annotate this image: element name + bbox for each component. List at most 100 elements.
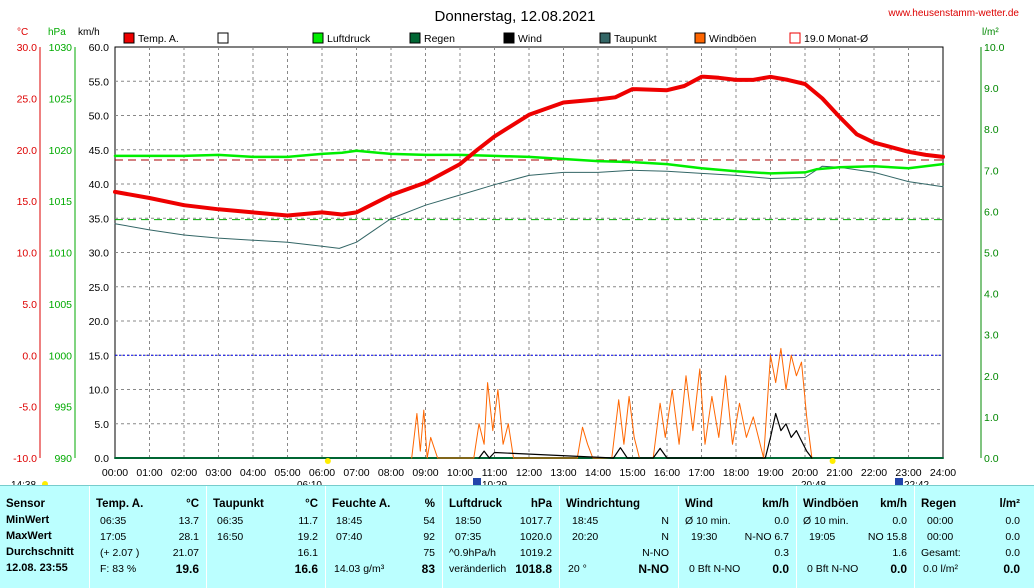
daylength-icon bbox=[42, 481, 48, 485]
dew-avg-value: 16.1 bbox=[297, 547, 318, 559]
dir-min-time: 18:45 bbox=[572, 515, 599, 527]
temp-avg-value: 21.07 bbox=[172, 547, 199, 559]
hum-min-time: 18:45 bbox=[336, 515, 363, 527]
y-tick-rain: 1.0 bbox=[984, 412, 999, 424]
wind-max-value: N-NO 6.7 bbox=[744, 531, 789, 543]
gust-max-time: 19:05 bbox=[809, 531, 836, 543]
legend-label: Temp. A. bbox=[138, 33, 179, 45]
row-label-column: Sensor MinWert MaxWert Durchschnitt 12.0… bbox=[0, 486, 88, 588]
legend-swatch bbox=[503, 32, 515, 44]
col-wind-direction: Windrichtung 18:45 N 20:20 N N-NO 20 ° N… bbox=[559, 486, 677, 588]
y-tick-wind: 60.0 bbox=[89, 42, 110, 54]
y-tick-rain: 9.0 bbox=[984, 83, 999, 95]
temp-max-time: 17:05 bbox=[100, 531, 127, 543]
hdr-wind: Wind bbox=[685, 498, 713, 510]
y-tick-wind: 45.0 bbox=[89, 145, 110, 157]
col-temp: Temp. A. °C 06:35 13.7 17:05 28.1 (+ 2.0… bbox=[89, 486, 205, 588]
hum-max-value: 92 bbox=[423, 531, 435, 543]
legend-swatch bbox=[599, 32, 611, 44]
gust-current-bft: 0 Bft N-NO bbox=[807, 563, 859, 575]
hum-max-time: 07:40 bbox=[336, 531, 363, 543]
wind-current-bft: 0 Bft N-NO bbox=[689, 563, 741, 575]
hdr-wind-unit: km/h bbox=[762, 498, 789, 510]
col-gusts: Windböen km/h Ø 10 min. 0.0 19:05 NO 15.… bbox=[796, 486, 913, 588]
legend-swatch bbox=[694, 32, 706, 44]
unit-rain: l/m² bbox=[982, 27, 999, 38]
legend-label: Taupunkt bbox=[614, 33, 657, 45]
hdr-rain-unit: l/m² bbox=[999, 498, 1020, 510]
y-tick-wind: 10.0 bbox=[89, 385, 110, 397]
dew-current-value: 16.6 bbox=[294, 562, 318, 576]
hum-avg-value: 75 bbox=[423, 547, 435, 559]
y-tick-pressure: 990 bbox=[54, 453, 72, 465]
y-tick-wind: 55.0 bbox=[89, 76, 110, 88]
y-tick-temp: -10.0 bbox=[13, 453, 37, 465]
col-rain: Regen l/m² 00:00 0.0 00:00 0.0 Gesamt: 0… bbox=[914, 486, 1026, 588]
sun-moon-markers: 06:10 20:48 10:29 22:42 14:38 bbox=[11, 458, 929, 485]
y-tick-rain: 0.0 bbox=[984, 453, 999, 465]
temp-max-value: 28.1 bbox=[178, 531, 199, 543]
x-tick-label: 19:00 bbox=[757, 467, 783, 479]
x-tick-label: 12:00 bbox=[516, 467, 542, 479]
sunrise-icon bbox=[324, 458, 331, 464]
y-tick-wind: 30.0 bbox=[89, 248, 110, 260]
y-tick-temp: 0.0 bbox=[22, 350, 37, 362]
hdr-gusts-unit: km/h bbox=[880, 498, 907, 510]
press-forecast: veränderlich bbox=[449, 563, 507, 575]
dir-max-value: N bbox=[661, 531, 669, 543]
legend-label: Windböen bbox=[709, 33, 756, 45]
hdr-dewpoint-unit: °C bbox=[305, 498, 318, 510]
legend-swatch bbox=[312, 32, 324, 44]
website-link[interactable]: www.heusenstamm-wetter.de bbox=[887, 8, 1019, 19]
wind-min-label: Ø 10 min. bbox=[685, 515, 731, 527]
gust-min-label: Ø 10 min. bbox=[803, 515, 849, 527]
moonrise-time: 10:29 bbox=[482, 480, 507, 485]
rain-max-time: 00:00 bbox=[927, 531, 954, 543]
y-tick-rain: 2.0 bbox=[984, 371, 999, 383]
y-tick-pressure: 1010 bbox=[49, 248, 73, 260]
rain-current-note: 0.0 l/m² bbox=[923, 563, 959, 575]
hdr-pressure-unit: hPa bbox=[530, 498, 552, 510]
y-tick-temp: 5.0 bbox=[22, 299, 37, 311]
x-tick-label: 01:00 bbox=[136, 467, 162, 479]
legend-label: 19.0 Monat-Ø bbox=[804, 33, 868, 45]
hdr-gusts: Windböen bbox=[803, 498, 859, 510]
series-temp-a- bbox=[113, 74, 945, 218]
y-tick-temp: 25.0 bbox=[17, 93, 38, 105]
legend-swatch bbox=[789, 32, 801, 44]
weather-chart: Donnerstag, 12.08.2021 www.heusenstamm-w… bbox=[11, 8, 1020, 485]
rain-total-label: Gesamt: bbox=[921, 547, 961, 559]
rain-max-value: 0.0 bbox=[1005, 531, 1020, 543]
temp-current-note: F: 83 % bbox=[100, 563, 137, 575]
sunset-time: 20:48 bbox=[801, 480, 826, 485]
series-wind bbox=[478, 412, 813, 459]
y-tick-wind: 35.0 bbox=[89, 213, 110, 225]
y-tick-temp: 10.0 bbox=[17, 248, 38, 260]
hdr-dewpoint: Taupunkt bbox=[213, 498, 264, 510]
temp-min-time: 06:35 bbox=[100, 515, 127, 527]
x-tick-label: 14:00 bbox=[585, 467, 611, 479]
y-tick-wind: 15.0 bbox=[89, 350, 110, 362]
y-tick-rain: 7.0 bbox=[984, 165, 999, 177]
dir-current-degrees: 20 ° bbox=[568, 563, 587, 575]
dew-max-time: 16:50 bbox=[217, 531, 244, 543]
y-tick-rain: 8.0 bbox=[984, 124, 999, 136]
x-tick-label: 07:00 bbox=[343, 467, 369, 479]
y-tick-wind: 50.0 bbox=[89, 111, 110, 123]
dew-min-value: 11.7 bbox=[298, 515, 318, 527]
dew-min-time: 06:35 bbox=[217, 515, 244, 527]
gust-min-value: 0.0 bbox=[892, 515, 907, 527]
press-avg-value: 1019.2 bbox=[519, 547, 552, 559]
press-max-value: 1020.0 bbox=[519, 531, 552, 543]
x-tick-label: 04:00 bbox=[240, 467, 266, 479]
x-tick-label: 15:00 bbox=[619, 467, 645, 479]
y-tick-rain: 4.0 bbox=[984, 289, 999, 301]
hdr-temp-unit: °C bbox=[186, 498, 199, 510]
x-tick-label: 09:00 bbox=[412, 467, 438, 479]
dir-avg-value: N-NO bbox=[642, 547, 669, 559]
hdr-pressure: Luftdruck bbox=[449, 498, 503, 510]
press-current-value: 1018.8 bbox=[515, 562, 552, 576]
rain-min-value: 0.0 bbox=[1005, 515, 1020, 527]
wind-avg-value: 0.3 bbox=[774, 547, 789, 559]
row-label-min: MinWert bbox=[6, 514, 50, 526]
